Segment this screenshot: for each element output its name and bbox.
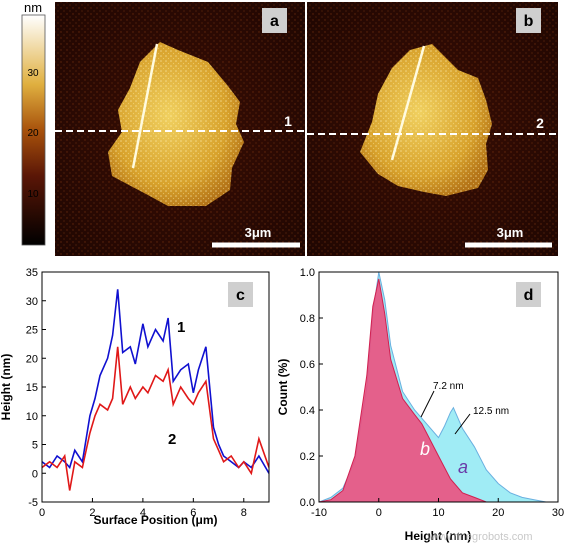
- y-tick-label: -5: [28, 497, 38, 509]
- y-tick-label: 0.0: [300, 497, 315, 509]
- y-tick-label: 5: [32, 440, 38, 452]
- panel-label-box-a: [262, 8, 287, 33]
- panel-label-d: d: [524, 287, 534, 304]
- x-tick-label: 6: [190, 507, 196, 519]
- series-line-2: [42, 346, 269, 491]
- profile-line-label-1: 1: [284, 113, 292, 129]
- y-tick-label: 15: [26, 382, 38, 394]
- panel-label-box-d: [516, 282, 541, 307]
- scale-label-b: 3μm: [497, 225, 524, 240]
- watermark: www.rinegrobots.com: [426, 531, 532, 543]
- y-tick-label: 10: [26, 411, 38, 423]
- y-tick-label: 0: [32, 468, 38, 480]
- x-tick-label: 2: [89, 507, 95, 519]
- panel-label-a: a: [270, 13, 279, 30]
- panel-label-c: c: [236, 287, 245, 304]
- x-tick-label: 20: [492, 507, 504, 519]
- x-tick-label: 0: [39, 507, 45, 519]
- colorbar-tick-30: 30: [27, 68, 39, 79]
- y-tick-label: 25: [26, 325, 38, 337]
- annotation-arrow-72: [420, 390, 435, 418]
- y-tick-label: 0.8: [300, 313, 315, 325]
- chart-c-ylabel: Height (nm): [0, 354, 13, 421]
- y-tick-label: 0.4: [300, 405, 315, 417]
- y-tick-label: 20: [26, 353, 38, 365]
- panel-label-box-b: [516, 8, 541, 33]
- y-tick-label: 30: [26, 296, 38, 308]
- chart-d: -10 0 10 20 30 0.0 0.2 0.4 0.6 0.8 1.0 Height (nm)…: [276, 267, 564, 543]
- colorbar-tick-10: 10: [27, 189, 39, 200]
- colorbar: nm 30 20 10: [21, 0, 46, 246]
- series-line-1: [42, 289, 269, 474]
- series-label-a: a: [458, 457, 468, 477]
- chart-c-xlabel: Surface Position (μm): [93, 513, 217, 527]
- annotation-arrow-125: [454, 413, 471, 435]
- x-tick-label: 4: [140, 507, 146, 519]
- y-tick-label: 0.2: [300, 451, 315, 463]
- x-tick-label: 0: [376, 507, 382, 519]
- afm-image-b: 2 b 3μm: [307, 2, 558, 256]
- panel-label-box-c: [228, 282, 253, 307]
- series-label-b: b: [420, 439, 430, 459]
- y-tick-label: 1.0: [300, 267, 315, 279]
- chart-d-ylabel: Count (%): [276, 359, 290, 416]
- annotation-72nm: 7.2 nm: [433, 381, 464, 392]
- panel-label-b: b: [524, 13, 534, 30]
- chart-d-xlabel: Height (nm): [405, 529, 472, 543]
- x-tick-label: 8: [241, 507, 247, 519]
- scale-label-a: 3μm: [245, 225, 272, 240]
- curve-label-1: 1: [177, 319, 185, 336]
- colorbar-gradient: [21, 14, 46, 246]
- colorbar-tick-20: 20: [27, 128, 39, 139]
- series-area-b: [319, 278, 558, 502]
- wrinkle-line-b: [390, 45, 426, 161]
- profile-line-label-2: 2: [536, 115, 544, 131]
- annotation-125nm: 12.5 nm: [473, 406, 509, 417]
- x-tick-label: 10: [432, 507, 444, 519]
- y-tick-label: 35: [26, 267, 38, 279]
- y-tick-label: 0.6: [300, 359, 315, 371]
- wrinkle-line-a: [131, 43, 159, 169]
- curve-label-2: 2: [168, 431, 176, 448]
- afm-image-a: 1 a 3μm: [55, 2, 305, 256]
- x-tick-label: 30: [552, 507, 564, 519]
- x-tick-label: -10: [311, 507, 327, 519]
- colorbar-unit: nm: [24, 0, 42, 15]
